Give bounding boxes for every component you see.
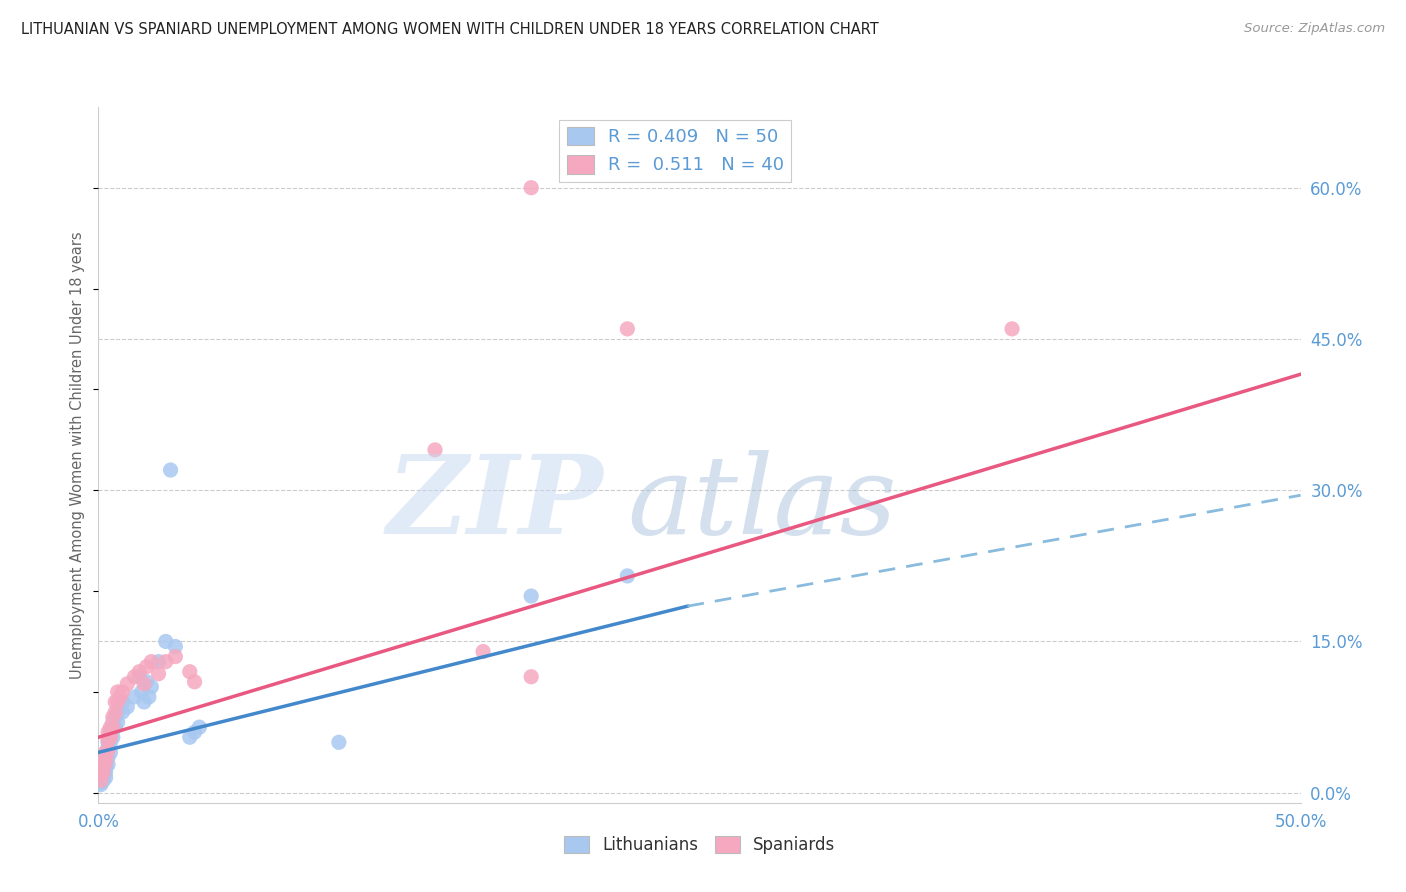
Point [100,727,122,741]
Point [104,710,127,724]
Point [148,655,170,669]
Point [132,677,155,691]
Point [90,767,112,781]
Point [94,760,117,774]
Point [97,757,120,772]
Point [117,677,139,691]
Point [165,649,187,664]
Point [107,695,129,709]
Point [91,773,114,788]
Point [111,705,134,719]
Point [90,765,112,780]
Point [91,771,114,785]
Point [128,670,150,684]
Legend: Lithuanians, Spaniards: Lithuanians, Spaniards [557,829,842,861]
Point [179,665,201,679]
Point [520,180,543,194]
Text: LITHUANIAN VS SPANIARD UNEMPLOYMENT AMONG WOMEN WITH CHILDREN UNDER 18 YEARS COR: LITHUANIAN VS SPANIARD UNEMPLOYMENT AMON… [21,22,879,37]
Point [101,710,124,724]
Point [91,765,114,780]
Point [91,760,114,774]
Point [107,715,129,730]
Point [100,745,122,759]
Point [97,743,120,757]
Point [101,715,124,730]
Point [97,733,120,747]
Point [90,773,112,788]
Point [141,680,163,694]
Point [183,725,205,739]
Point [423,442,446,457]
Point [165,640,187,654]
Point [94,750,117,764]
Text: Source: ZipAtlas.com: Source: ZipAtlas.com [1244,22,1385,36]
Point [107,705,129,719]
Text: atlas: atlas [627,450,897,558]
Point [111,685,134,699]
Point [91,767,114,781]
Point [90,764,112,778]
Point [520,589,543,603]
Point [91,765,114,780]
Point [159,463,181,477]
Point [108,690,131,704]
Point [104,705,127,719]
Point [101,720,124,734]
Point [90,778,112,792]
Point [101,720,124,734]
Point [472,644,495,658]
Point [520,670,543,684]
Point [90,771,112,785]
Point [179,731,201,745]
Point [148,666,170,681]
Point [117,700,139,714]
Point [94,765,117,780]
Point [124,670,146,684]
Point [94,745,117,759]
Point [91,756,114,770]
Point [155,655,177,669]
Point [131,685,153,699]
Point [104,720,127,734]
Point [188,720,211,734]
Point [135,659,157,673]
Point [94,756,117,770]
Point [616,569,638,583]
Point [91,756,114,770]
Text: ZIP: ZIP [387,450,603,558]
Point [97,740,120,755]
Point [183,674,205,689]
Point [97,735,120,749]
Point [100,725,122,739]
Point [100,720,122,734]
Point [97,725,120,739]
Point [94,756,117,770]
Point [135,674,157,689]
Point [90,775,112,789]
Y-axis label: Unemployment Among Women with Children Under 18 years: Unemployment Among Women with Children U… [70,231,86,679]
Point [94,745,117,759]
Point [128,665,150,679]
Point [101,731,124,745]
Point [100,731,122,745]
Point [616,322,638,336]
Point [132,695,155,709]
Point [94,750,117,764]
Point [107,685,129,699]
Point [91,760,114,774]
Point [94,771,117,785]
Point [97,750,120,764]
Point [111,695,134,709]
Point [104,695,127,709]
Point [1001,322,1024,336]
Point [155,634,177,648]
Point [100,735,122,749]
Point [138,690,160,704]
Point [124,690,146,704]
Point [141,655,163,669]
Point [328,735,350,749]
